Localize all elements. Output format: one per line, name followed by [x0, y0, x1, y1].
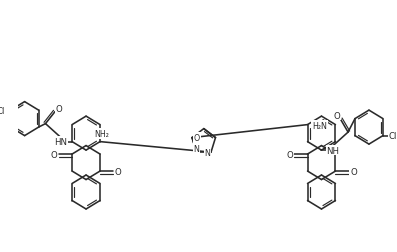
Text: HN: HN: [54, 138, 67, 146]
Text: NH₂: NH₂: [94, 130, 109, 139]
Text: O: O: [115, 167, 121, 176]
Text: O: O: [350, 167, 357, 176]
Text: O: O: [194, 134, 200, 143]
Text: N: N: [194, 144, 199, 153]
Text: O: O: [286, 150, 293, 159]
Text: Cl: Cl: [0, 106, 5, 115]
Text: H₂N: H₂N: [312, 121, 327, 130]
Text: O: O: [51, 150, 58, 159]
Text: NH: NH: [326, 146, 339, 155]
Text: O: O: [333, 111, 340, 120]
Text: N: N: [204, 148, 210, 157]
Text: O: O: [56, 105, 62, 114]
Text: Cl: Cl: [388, 132, 397, 141]
